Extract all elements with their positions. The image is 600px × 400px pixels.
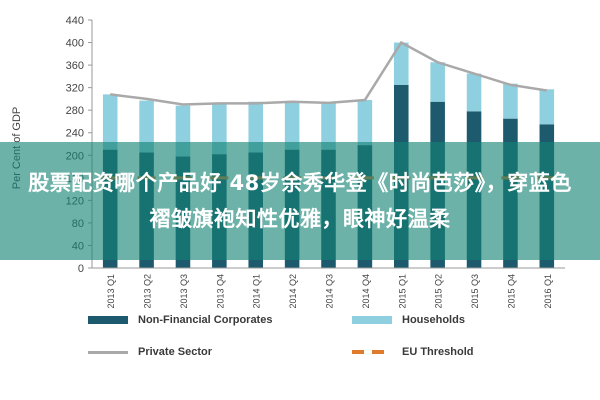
bar-households (212, 103, 227, 155)
bar-households (539, 89, 555, 125)
x-tick-label: 2013 Q4 (215, 274, 225, 309)
x-tick-label: 2014 Q2 (288, 274, 298, 309)
x-tick-label: 2014 Q3 (325, 274, 335, 309)
bar-households (357, 100, 373, 146)
y-tick-label: 320 (66, 83, 84, 95)
bar-households (430, 62, 445, 102)
x-tick-label: 2013 Q2 (143, 274, 153, 309)
bar-households (321, 103, 336, 150)
bar-households (248, 101, 264, 153)
y-tick-label: 280 (66, 105, 84, 117)
y-tick-label: 400 (66, 38, 84, 50)
x-tick-label: 2014 Q1 (252, 274, 262, 309)
x-tick-label: 2015 Q4 (506, 274, 516, 309)
banner-text: 股票配资哪个产品好 48岁余秀华登《时尚芭莎》，穿蓝色褶皱旗袍知性优雅，眼神好温… (28, 171, 572, 231)
x-tick-label: 2015 Q2 (434, 274, 444, 309)
x-tick-label: 2013 Q1 (106, 274, 116, 309)
bar-households (284, 101, 300, 150)
bar-households (393, 42, 409, 85)
x-tick-label: 2015 Q1 (397, 274, 407, 309)
y-tick-label: 0 (78, 263, 84, 275)
bar-households (139, 100, 154, 153)
bar-households (102, 94, 118, 150)
x-axis: 2013 Q1 2013 Q2 2013 Q3 2013 Q4 2014 Q1 2014 … (92, 267, 565, 309)
y-tick-label: 440 (66, 15, 84, 27)
y-tick-label: 360 (66, 60, 84, 72)
x-tick-label: 2014 Q4 (361, 274, 371, 309)
overlay-banner[interactable]: 股票配资哪个产品好 48岁余秀华登《时尚芭莎》，穿蓝色褶皱旗袍知性优雅，眼神好温… (0, 142, 600, 260)
bar-households (503, 83, 518, 119)
x-tick-label: 2013 Q3 (179, 274, 189, 309)
x-tick-label: 2016 Q1 (543, 274, 553, 309)
bar-households (466, 73, 482, 112)
x-tick-label: 2015 Q3 (470, 274, 480, 309)
y-tick-label: 240 (66, 128, 84, 140)
